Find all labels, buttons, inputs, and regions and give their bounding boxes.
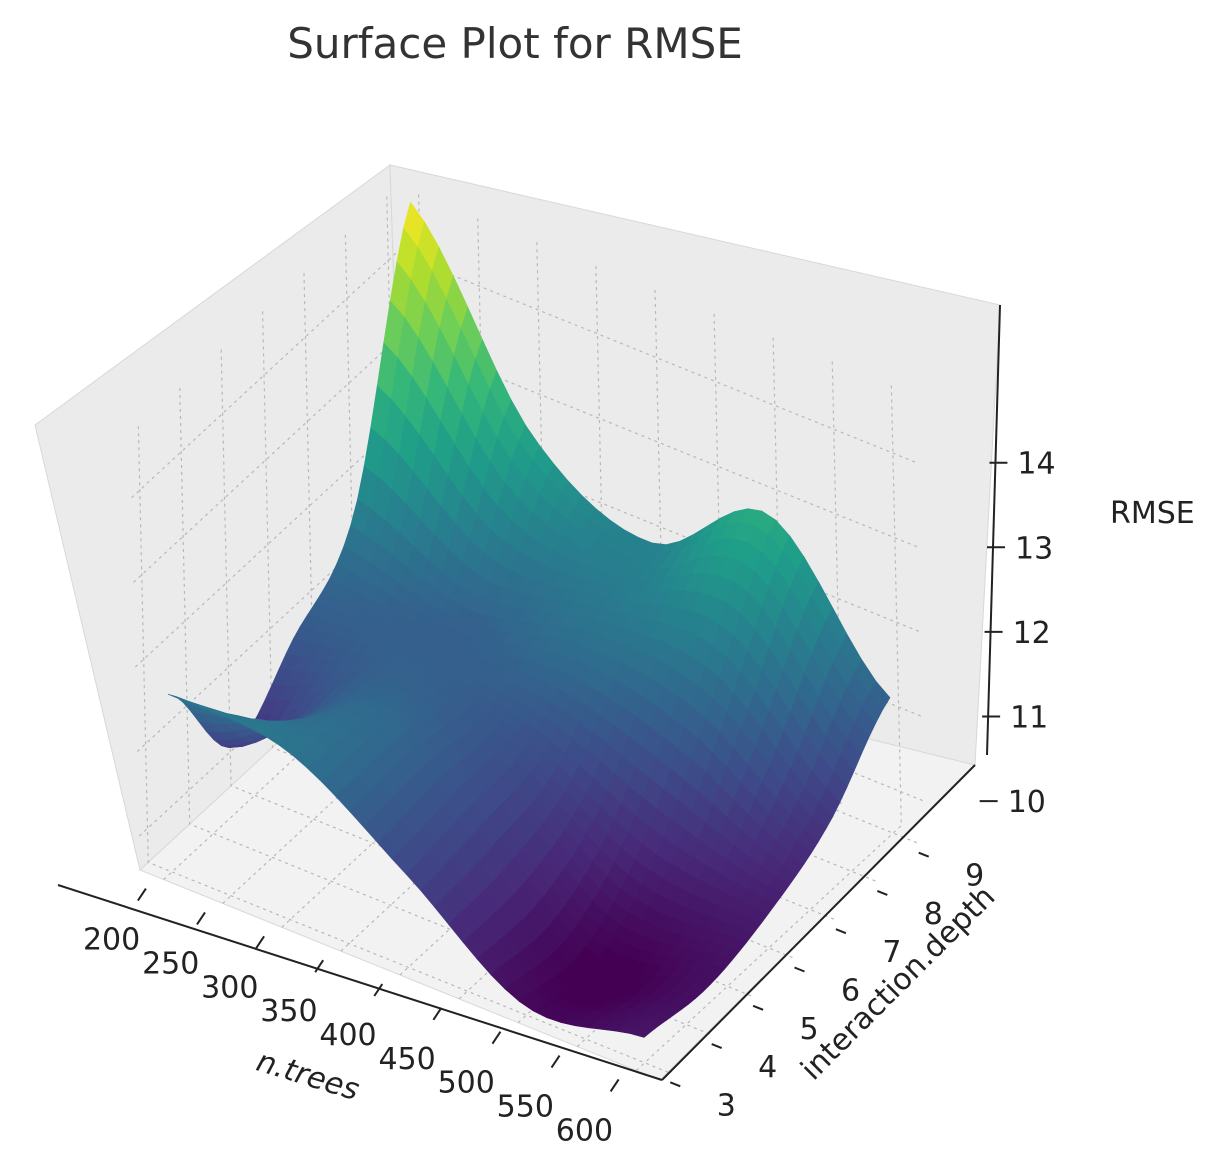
x-tick-mark <box>314 959 325 973</box>
x-axis-line <box>57 884 663 1081</box>
y-axis-line <box>661 764 976 1081</box>
x-tick-label: 300 <box>201 970 258 1005</box>
y-tick-label: 3 <box>717 1088 736 1123</box>
y-tick-mark <box>876 890 888 896</box>
y-tick-label: 6 <box>841 974 860 1009</box>
x-tick-label: 550 <box>497 1090 554 1125</box>
y-tick-label: 7 <box>882 935 901 970</box>
y-tick-mark <box>918 851 930 858</box>
x-tick-mark <box>137 887 147 902</box>
rmse-surface <box>167 201 891 1038</box>
x-tick-label: 600 <box>556 1114 613 1149</box>
y-tick-mark <box>669 1081 681 1088</box>
y-tick-label: 8 <box>924 897 943 932</box>
x-tick-label: 350 <box>260 994 317 1029</box>
x-tick-mark <box>550 1055 561 1069</box>
x-tick-label: 500 <box>438 1066 495 1101</box>
x-tick-mark <box>609 1078 620 1093</box>
x-tick-label: 200 <box>83 923 140 958</box>
x-grid-line <box>163 194 430 880</box>
z-axis-label: RMSE <box>1110 496 1195 531</box>
z-tick-label: 12 <box>1013 616 1051 651</box>
x-tick-mark <box>255 935 265 949</box>
z-grid-line <box>133 336 919 583</box>
surface-patch <box>629 1027 653 1038</box>
z-tick-label: 13 <box>1015 531 1053 566</box>
y-grid-line <box>137 422 669 1073</box>
y-tick-label: 9 <box>965 859 984 894</box>
y-tick-mark <box>794 966 805 973</box>
z-tick-label: 10 <box>1008 785 1046 820</box>
x-tick-mark <box>491 1031 502 1045</box>
y-tick-mark <box>835 928 847 935</box>
x-grid-line <box>635 385 902 1071</box>
y-grid-line <box>220 345 752 997</box>
z-grid-line <box>136 505 923 752</box>
y-tick-mark <box>711 1043 723 1049</box>
z-grid-line <box>134 421 921 668</box>
y-tick-label: 4 <box>758 1050 777 1085</box>
x-tick-mark <box>432 1007 443 1021</box>
y-tick-label: 5 <box>800 1012 819 1047</box>
x-tick-mark <box>373 983 384 997</box>
chart-title: Surface Plot for RMSE <box>287 19 743 68</box>
x-grid-line <box>281 242 548 928</box>
z-tick-label: 14 <box>1017 447 1055 482</box>
x-tick-label: 250 <box>142 946 199 981</box>
y-grid-line <box>261 307 793 959</box>
z-axis-line <box>986 304 1001 756</box>
y-grid-line <box>179 384 710 1035</box>
y-tick-mark <box>752 1004 764 1011</box>
z-grid-line <box>131 251 917 499</box>
x-tick-label: 400 <box>319 1018 376 1053</box>
x-tick-mark <box>196 911 206 925</box>
x-tick-label: 450 <box>378 1042 435 1077</box>
x-grid-line <box>222 218 489 904</box>
z-tick-label: 11 <box>1010 701 1048 736</box>
x-axis-label: n.trees <box>252 1044 363 1108</box>
z-grid-line <box>138 590 925 837</box>
